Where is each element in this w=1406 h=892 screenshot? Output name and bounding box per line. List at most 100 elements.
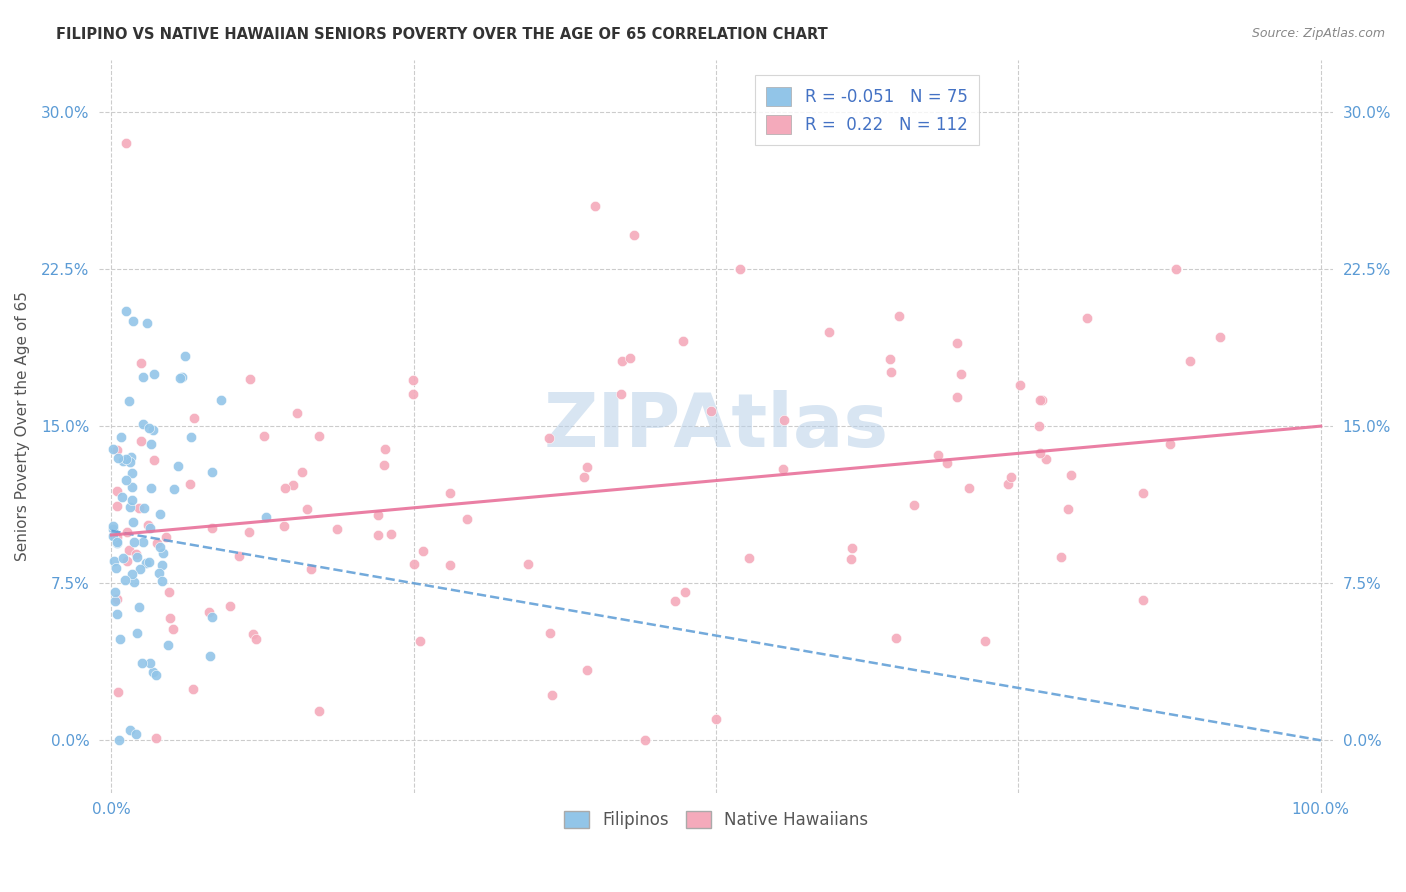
Point (108, 733, 131, 747)
Text: ZIPAtlas: ZIPAtlas (544, 390, 889, 463)
Point (772, 461, 794, 475)
Point (299, 562, 322, 576)
Point (115, 554, 138, 568)
Point (619, 351, 641, 365)
Point (1076, 311, 1098, 326)
Point (950, 368, 973, 382)
Point (120, 500, 142, 515)
Point (124, 727, 146, 741)
Point (129, 357, 152, 371)
Point (105, 535, 128, 549)
Point (162, 483, 184, 497)
Point (179, 476, 201, 491)
Point (107, 451, 129, 466)
Point (183, 411, 205, 425)
Point (139, 437, 162, 451)
Point (110, 429, 132, 443)
Point (402, 387, 425, 401)
Point (157, 639, 180, 653)
Point (138, 555, 160, 569)
Point (145, 731, 167, 745)
Point (538, 625, 561, 640)
Point (239, 372, 262, 386)
Point (201, 465, 224, 479)
Point (634, 733, 657, 747)
Point (409, 633, 432, 648)
Point (254, 509, 277, 524)
Point (169, 371, 191, 385)
Point (1057, 502, 1080, 516)
Point (927, 448, 949, 462)
Point (238, 525, 260, 540)
Point (173, 349, 195, 363)
Point (125, 547, 148, 561)
Point (672, 334, 695, 349)
Point (132, 500, 155, 515)
Point (935, 456, 957, 470)
Point (107, 499, 129, 513)
Point (218, 599, 240, 614)
Point (131, 657, 153, 671)
Point (879, 351, 901, 366)
Point (439, 558, 461, 572)
Point (402, 557, 425, 571)
Point (115, 136, 138, 151)
Point (274, 481, 297, 495)
Point (142, 367, 165, 381)
Point (114, 573, 136, 587)
Point (138, 521, 160, 535)
Point (135, 556, 157, 570)
Point (118, 723, 141, 737)
Point (540, 688, 562, 702)
Point (374, 442, 396, 457)
Point (1010, 378, 1032, 392)
Point (209, 393, 232, 408)
Point (704, 712, 727, 726)
Point (439, 485, 461, 500)
Point (946, 390, 969, 404)
Point (576, 663, 599, 677)
Point (297, 502, 319, 516)
Point (1029, 446, 1052, 460)
Point (132, 534, 155, 549)
Point (817, 325, 839, 339)
Point (281, 477, 304, 491)
Point (456, 512, 478, 526)
Point (1031, 393, 1053, 408)
Point (884, 631, 907, 645)
Point (121, 516, 143, 530)
Point (880, 365, 903, 379)
Point (1050, 549, 1073, 564)
Point (107, 591, 129, 606)
Point (291, 465, 314, 479)
Point (516, 557, 538, 571)
Point (149, 540, 172, 554)
Point (728, 262, 751, 277)
Point (105, 561, 128, 575)
Point (610, 353, 633, 368)
Point (159, 611, 181, 625)
Point (115, 524, 138, 539)
Point (623, 227, 645, 242)
Point (118, 393, 141, 408)
Legend: Filipinos, Native Hawaiians: Filipinos, Native Hawaiians (557, 804, 875, 836)
Point (380, 527, 402, 541)
Point (115, 452, 138, 467)
Point (104, 585, 127, 599)
Point (107, 684, 129, 698)
Point (412, 544, 434, 558)
Point (1029, 392, 1052, 407)
Point (101, 522, 124, 536)
Point (198, 605, 221, 619)
Point (152, 546, 174, 560)
Point (128, 501, 150, 516)
Point (1060, 468, 1083, 483)
Point (155, 530, 177, 544)
Point (142, 423, 165, 437)
Point (738, 551, 761, 566)
Point (773, 413, 796, 427)
Point (112, 453, 135, 467)
Point (101, 519, 124, 533)
Point (572, 470, 595, 484)
Point (583, 199, 606, 213)
